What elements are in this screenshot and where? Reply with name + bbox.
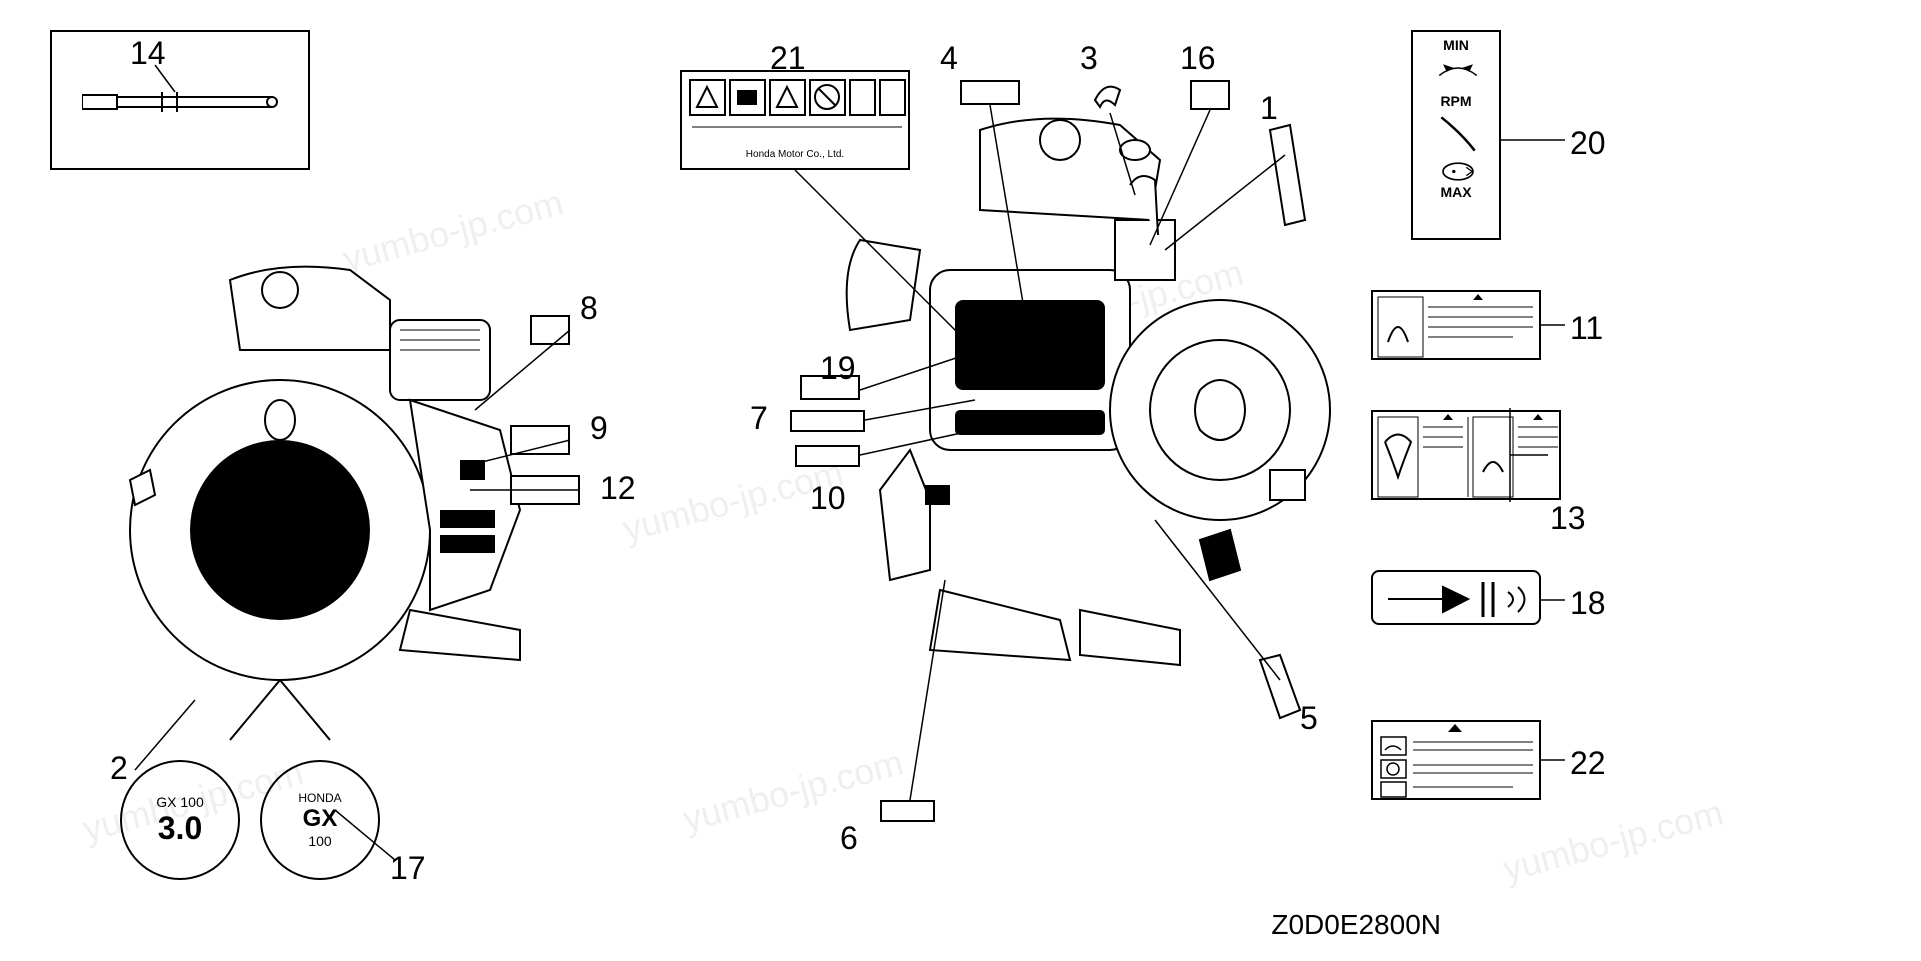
label-company: Honda Motor Co., Ltd. — [682, 149, 908, 160]
ref-17: 17 — [390, 850, 426, 887]
ref-6: 6 — [840, 820, 858, 857]
warning-label-13 — [1371, 410, 1561, 500]
label-6 — [880, 800, 935, 822]
ref-7: 7 — [750, 400, 768, 437]
ref-4: 4 — [940, 40, 958, 77]
diagram-part-code: Z0D0E2800N — [1271, 909, 1441, 941]
emblem-hp: 3.0 — [158, 810, 202, 847]
ref-5: 5 — [1300, 700, 1318, 737]
ref-22: 22 — [1570, 745, 1606, 782]
ref-19: 19 — [820, 350, 856, 387]
warning-label-11 — [1371, 290, 1541, 360]
label-9 — [510, 425, 570, 455]
watermark: yumbo-jp.com — [678, 741, 907, 840]
ref-8: 8 — [580, 290, 598, 327]
emblem-honda-gx100: HONDA GX 100 — [260, 760, 380, 880]
ref-13: 13 — [1550, 500, 1586, 537]
ref-16: 16 — [1180, 40, 1216, 77]
ref-18: 18 — [1570, 585, 1606, 622]
rpm-gauge-label: MIN RPM MAX — [1411, 30, 1501, 240]
emblem-model-gx: GX — [303, 805, 338, 833]
label-1-strip — [1260, 120, 1320, 240]
label-12 — [510, 475, 580, 505]
ref-2: 2 — [110, 750, 128, 787]
label-16 — [1190, 80, 1230, 110]
emblem-brand: HONDA — [298, 791, 341, 805]
tool-box-inset — [50, 30, 310, 170]
label-8 — [530, 315, 570, 345]
rpm-text: RPM — [1413, 93, 1499, 109]
ref-20: 20 — [1570, 125, 1606, 162]
ref-3: 3 — [1080, 40, 1098, 77]
caution-multi-label: Honda Motor Co., Ltd. — [680, 70, 910, 170]
choke-label-18 — [1371, 570, 1541, 625]
emblem-model-num: 100 — [308, 833, 331, 849]
label-10 — [795, 445, 860, 467]
parts-diagram: yumbo-jp.com yumbo-jp.com yumbo-jp.com y… — [0, 0, 1921, 961]
ref-10: 10 — [810, 480, 846, 517]
ref-9: 9 — [590, 410, 608, 447]
label-4 — [960, 80, 1020, 105]
watermark: yumbo-jp.com — [1498, 791, 1727, 890]
label-3-curve — [1090, 75, 1130, 115]
spark-plug-wrench-icon — [82, 87, 282, 117]
caution-label-22 — [1371, 720, 1541, 800]
ref-1: 1 — [1260, 90, 1278, 127]
ref-14: 14 — [130, 35, 166, 72]
engine-right-view — [780, 90, 1340, 710]
ref-12: 12 — [600, 470, 636, 507]
ref-11: 11 — [1570, 310, 1603, 347]
ref-21: 21 — [770, 40, 806, 77]
rpm-min: MIN — [1413, 32, 1499, 53]
label-7 — [790, 410, 865, 432]
emblem-gx100-3.0: GX 100 3.0 — [120, 760, 240, 880]
emblem-model: GX 100 — [156, 794, 203, 810]
rpm-max: MAX — [1413, 184, 1499, 200]
